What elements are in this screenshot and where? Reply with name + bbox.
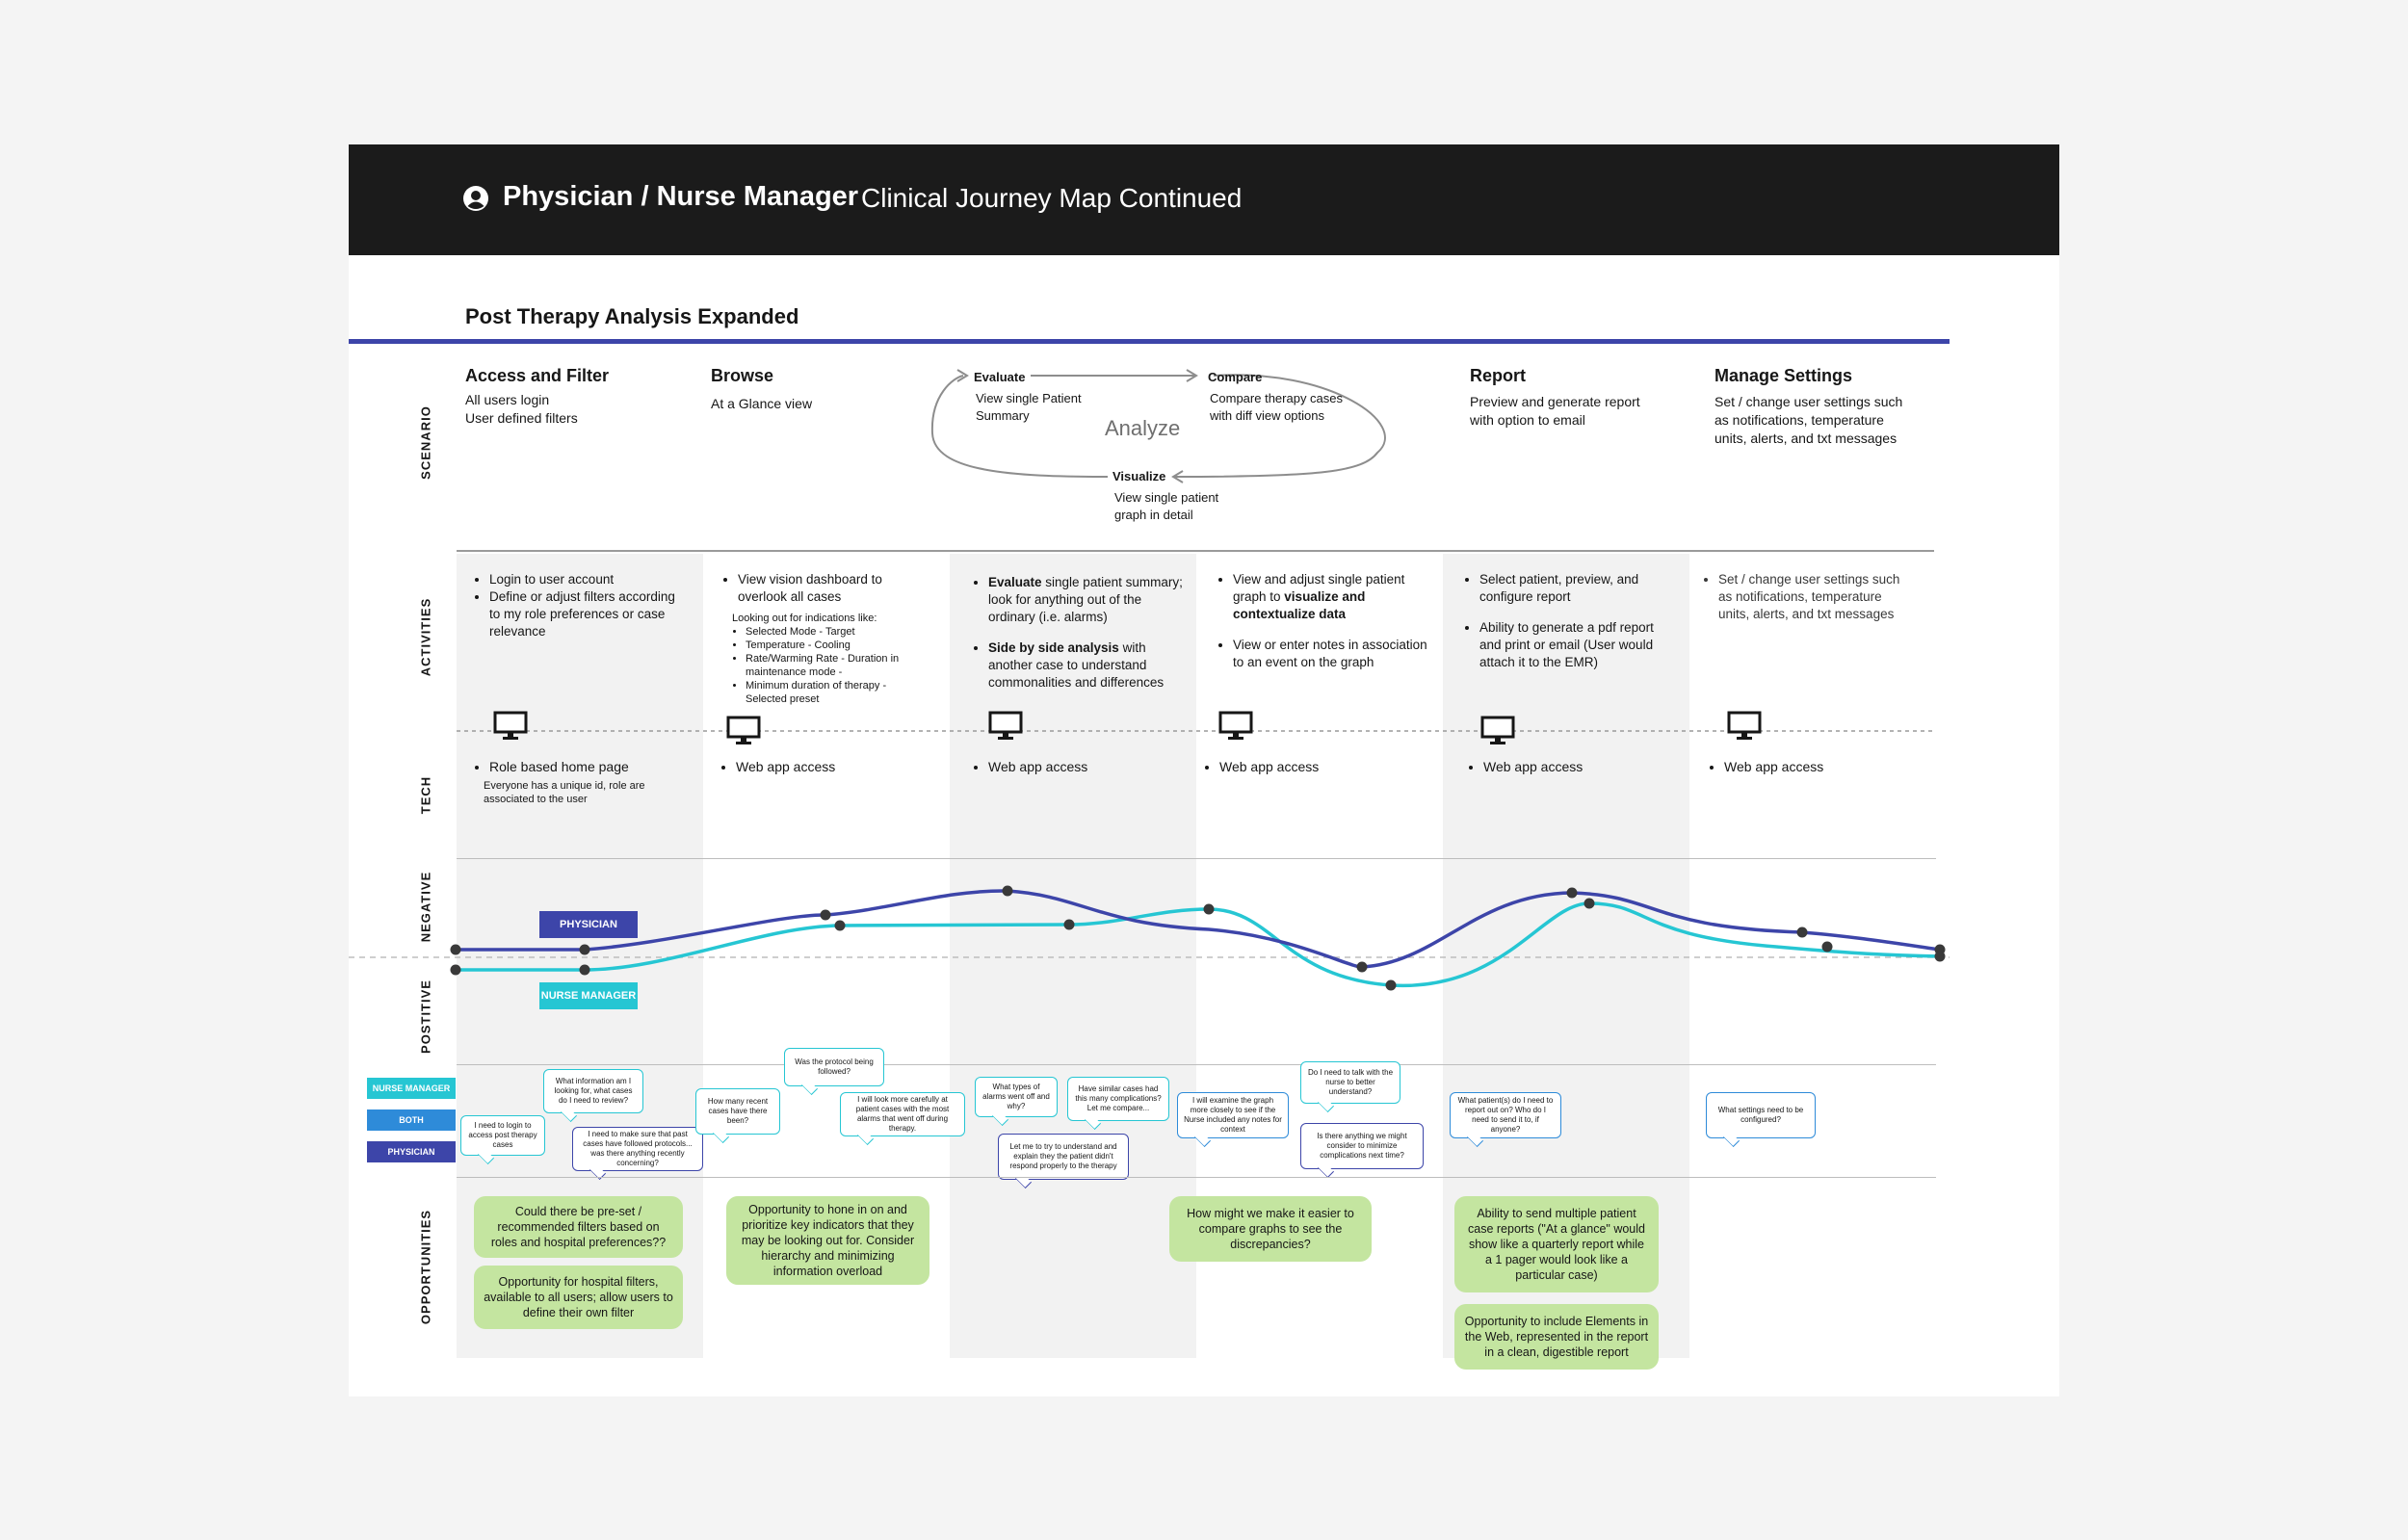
legend-both: BOTH	[367, 1109, 456, 1131]
nurse-manager-tag: NURSE MANAGER	[539, 982, 638, 1009]
bubbles-divider	[457, 1177, 1936, 1178]
column-shade-3	[950, 554, 1196, 1358]
tech-col-5: Web app access	[1466, 758, 1583, 775]
thought-bubble: Do I need to talk with the nurse to bett…	[1300, 1061, 1400, 1104]
thought-bubble: What information am I looking for, what …	[543, 1069, 643, 1113]
row-label-activities: ACTIVITIES	[418, 597, 433, 677]
thought-bubble: I need to make sure that past cases have…	[572, 1127, 703, 1171]
legend-physician: PHYSICIAN	[367, 1141, 456, 1162]
stage-title-report: Report	[1470, 366, 1526, 385]
monitor-icon	[493, 711, 528, 740]
role-title: Physician / Nurse Manager	[503, 181, 859, 212]
indicator-item: Temperature - Cooling	[746, 639, 913, 652]
activity-item: View or enter notes in association to an…	[1233, 637, 1435, 671]
thought-bubble: How many recent cases have there been?	[695, 1088, 780, 1135]
curve-points	[450, 885, 1946, 991]
activities-col-6: Set / change user settings such as notif…	[1701, 571, 1903, 623]
thought-bubble: I will examine the graph more closely to…	[1177, 1092, 1289, 1138]
emotion-curve-chart	[349, 885, 1950, 991]
stage-desc-settings: Set / change user settings such as notif…	[1714, 394, 1903, 446]
activity-item: Define or adjust filters according to my…	[489, 588, 689, 640]
activity-item: View and adjust single patient graph to …	[1233, 571, 1435, 623]
activity-note: Looking out for indications like:	[732, 613, 877, 624]
row-label-scenario: SCENARIO	[418, 405, 433, 480]
opportunity-card: Could there be pre-set / recommended fil…	[474, 1196, 683, 1258]
analyze-cycle-diagram	[930, 369, 1386, 483]
scenario-divider	[457, 550, 1934, 552]
activity-item: Login to user account	[489, 571, 689, 588]
tech-col-2: Web app access	[719, 758, 835, 775]
activities-col-1: Login to user account Define or adjust f…	[472, 571, 689, 640]
emotion-bottom-divider	[457, 1064, 1936, 1065]
header-bar	[349, 144, 2059, 255]
physician-tag: PHYSICIAN	[539, 911, 638, 938]
monitor-icon	[1480, 716, 1515, 744]
monitor-icon	[988, 711, 1023, 740]
stage-desc-report: Preview and generate report with option …	[1470, 394, 1640, 428]
step-title-evaluate: Evaluate	[974, 370, 1026, 384]
opportunity-card: Ability to send multiple patient case re…	[1454, 1196, 1659, 1292]
opportunity-card: Opportunity to include Elements in the W…	[1454, 1304, 1659, 1370]
thought-bubble: What types of alarms went off and why?	[975, 1077, 1058, 1117]
monitor-icon	[1727, 711, 1762, 740]
section-rule	[349, 339, 1950, 344]
activity-item: Evaluate single patient summary; look fo…	[988, 574, 1188, 626]
opportunity-card: How might we make it easier to compare g…	[1169, 1196, 1372, 1262]
indicator-item: Minimum duration of therapy - Selected p…	[746, 679, 913, 706]
tech-col-6: Web app access	[1707, 758, 1823, 775]
stage-desc-browse: At a Glance view	[711, 396, 813, 411]
tech-note: Everyone has a unique id, role are assoc…	[484, 780, 645, 805]
step-desc-compare: Compare therapy cases with diff view opt…	[1210, 391, 1344, 423]
legend-nurse-manager: NURSE MANAGER	[367, 1078, 456, 1099]
monitor-icon	[1218, 711, 1253, 740]
thought-bubble: Have similar cases had this many complic…	[1067, 1077, 1169, 1121]
step-title-visualize: Visualize	[1112, 469, 1166, 483]
tech-divider	[457, 730, 1936, 732]
activity-item: Side by side analysis with another case …	[988, 639, 1188, 692]
thought-bubble: Let me to try to understand and explain …	[998, 1134, 1129, 1180]
tech-item: Role based home page	[489, 758, 665, 775]
activity-item: Ability to generate a pdf report and pri…	[1479, 619, 1679, 671]
thought-bubble: Was the protocol being followed?	[784, 1048, 884, 1086]
section-title: Post Therapy Analysis Expanded	[465, 304, 799, 328]
stage-title-settings: Manage Settings	[1714, 366, 1853, 385]
stage-title-access: Access and Filter	[465, 366, 610, 385]
thought-bubble: I need to login to access post therapy c…	[460, 1115, 545, 1156]
indicator-item: Selected Mode - Target	[746, 625, 913, 639]
step-title-compare: Compare	[1208, 370, 1263, 384]
tech-col-4: Web app access	[1202, 758, 1319, 775]
thought-bubble: What patient(s) do I need to report out …	[1450, 1092, 1561, 1138]
nurse-manager-curve	[456, 901, 1941, 987]
step-desc-evaluate: View single Patient Summary	[976, 391, 1082, 423]
activities-col-5: Select patient, preview, and configure r…	[1462, 571, 1679, 671]
row-label-opportunities: OPPORTUNITIES	[418, 1209, 433, 1325]
opportunity-card: Opportunity to hone in on and prioritize…	[726, 1196, 929, 1285]
emotion-top-divider	[457, 858, 1936, 859]
activity-item: View vision dashboard to overlook all ca…	[738, 571, 913, 606]
monitor-icon	[726, 716, 761, 744]
stage-title-browse: Browse	[711, 366, 774, 385]
opportunity-card: Opportunity for hospital filters, availa…	[474, 1266, 683, 1329]
activities-col-4: View and adjust single patient graph to …	[1216, 571, 1435, 671]
tech-col-1: Role based home page Everyone has a uniq…	[472, 758, 665, 806]
indicator-item: Rate/Warming Rate - Duration in maintena…	[746, 652, 913, 679]
page-subtitle: Clinical Journey Map Continued	[861, 183, 1243, 213]
analyze-label: Analyze	[1105, 416, 1181, 440]
activities-col-2: View vision dashboard to overlook all ca…	[720, 571, 913, 706]
activities-col-3: Evaluate single patient summary; look fo…	[971, 574, 1188, 692]
stage-desc-access: All users login User defined filters	[465, 392, 578, 426]
activity-item: Select patient, preview, and configure r…	[1479, 571, 1679, 606]
thought-bubble: Is there anything we might consider to m…	[1300, 1123, 1424, 1169]
user-icon	[463, 186, 488, 211]
step-desc-visualize: View single patient graph in detail	[1114, 490, 1219, 522]
thought-bubble: I will look more carefully at patient ca…	[840, 1092, 965, 1136]
thought-bubble: What settings need to be configured?	[1706, 1092, 1816, 1138]
tech-col-3: Web app access	[971, 758, 1087, 775]
activity-item: Set / change user settings such as notif…	[1718, 571, 1903, 623]
